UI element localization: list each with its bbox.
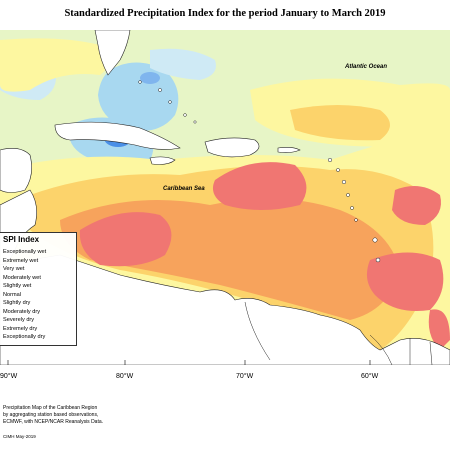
longitude-label-60w: 60°W — [361, 373, 379, 380]
legend-item: Slightly wet — [3, 283, 32, 289]
longitude-label-70w: 70°W — [236, 373, 254, 380]
map-title: Standardized Precipitation Index for the… — [64, 8, 386, 19]
land-florida — [94, 30, 131, 76]
extremely-dry-guianas — [428, 309, 450, 350]
credit: CIMH May-2019 — [3, 434, 36, 439]
legend-item: Moderately wet — [3, 274, 41, 281]
extremely-dry-east — [392, 186, 441, 225]
footnote-line: Precipitation Map of the Caribbean Regio… — [3, 405, 98, 411]
land-yucatan — [0, 148, 32, 193]
land-jamaica — [149, 156, 176, 165]
extremely-dry-central — [212, 162, 307, 210]
legend-item: Exceptionally wet — [3, 249, 47, 255]
legend-item: Normal — [3, 291, 22, 298]
slightly-dry-belt — [0, 38, 110, 92]
legend-item: Very wet — [3, 266, 25, 272]
longitude-label-80w: 80°W — [116, 373, 134, 380]
land-puerto-rico — [277, 147, 301, 153]
extremely-dry-sw — [79, 212, 172, 267]
land-south-america — [0, 254, 450, 365]
legend: SPI Index Exceptionally wet Extremely we… — [0, 232, 77, 346]
wet-light-north-center — [150, 48, 216, 80]
country-borders — [244, 301, 433, 365]
land-hispaniola — [204, 137, 260, 158]
legend-item: Exceptionally dry — [3, 334, 46, 340]
footnote-line: by aggregating station based observation… — [3, 412, 99, 418]
atlantic-ocean-label: Atlantic Ocean — [344, 64, 387, 70]
spi-map: Atlantic Ocean Caribbean Sea — [0, 30, 450, 365]
legend-item: Extremely dry — [3, 325, 38, 332]
legend-item: Extremely wet — [3, 257, 39, 264]
legend-item: Moderately dry — [3, 308, 40, 315]
longitude-ticks — [7, 360, 371, 365]
moderately-dry-atlantic — [290, 105, 390, 141]
land-cuba — [54, 121, 181, 150]
wet-core-bahamas — [140, 72, 160, 84]
legend-item: Slightly dry — [3, 300, 31, 306]
legend-title: SPI Index — [3, 235, 40, 244]
footnote-line: ECMWF, with NCEP/NCAR Reanalysis Data. — [3, 419, 104, 425]
caribbean-sea-label: Caribbean Sea — [163, 186, 205, 192]
longitude-label-90w: 90°W — [0, 373, 18, 380]
lesser-antilles — [138, 80, 381, 263]
extremely-dry-venezuela — [366, 252, 444, 311]
legend-item: Severely dry — [3, 317, 35, 323]
